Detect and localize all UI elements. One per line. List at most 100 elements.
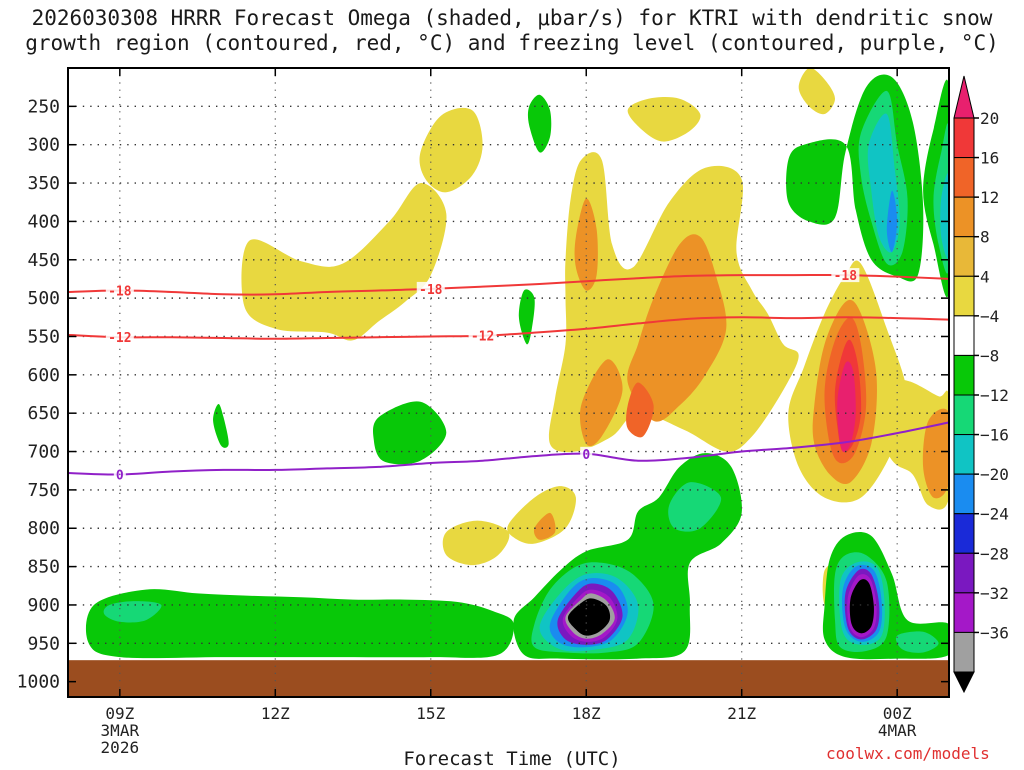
colorbar-label-2: 12 xyxy=(980,188,999,207)
colorbar-swatch-11 xyxy=(953,552,975,594)
y-tick-label-600: 600 xyxy=(27,365,60,386)
colorbar-swatch-3 xyxy=(953,236,975,277)
omega-region-neg14-37 xyxy=(940,173,949,259)
y-tick-label-350: 350 xyxy=(27,173,60,194)
colorbar-label-9: −20 xyxy=(980,465,1009,484)
omega-region-neg6-23 xyxy=(372,401,447,465)
colorbar-label-8: −16 xyxy=(980,426,1009,445)
omega-colorbar: 20 16 12 8 4 −4 −8 −12 −16 −20 −24 −28 −32 −36 xyxy=(953,75,1009,694)
y-tick-label-900: 900 xyxy=(27,595,60,616)
x-tick-label-18Z-0: 18Z xyxy=(572,704,601,723)
omega-region-neg10-33 xyxy=(668,482,722,532)
x-axis-title: Forecast Time (UTC) xyxy=(403,748,621,770)
omega-region-pos10-10 xyxy=(574,198,598,291)
contour-label-bg-1-0 xyxy=(105,330,134,345)
omega-region-neg18-40 xyxy=(886,190,898,253)
contour-label-bg-0-2 xyxy=(831,268,860,283)
omega-region-neg38-48 xyxy=(567,598,611,636)
colorbar-swatch-9 xyxy=(953,473,975,515)
colorbar-label-10: −24 xyxy=(980,505,1009,524)
omega-region-pos6-0 xyxy=(241,183,447,341)
omega-region-pos14-16 xyxy=(626,382,654,438)
colorbar-label-13: −36 xyxy=(980,623,1009,642)
omega-region-neg6-21 xyxy=(518,289,535,345)
chart-title-line-2: growth region (contoured, red, °C) and f… xyxy=(25,31,999,55)
y-tick-label-400: 400 xyxy=(27,211,60,232)
colorbar-swatch-1 xyxy=(953,157,975,198)
x-tick-label-00Z-1: 4MAR xyxy=(878,721,917,740)
y-tick-label-800: 800 xyxy=(27,518,60,539)
y-tick-label-500: 500 xyxy=(27,288,60,309)
colorbar-swatch-8 xyxy=(953,434,975,475)
x-tick-label-15Z-0: 15Z xyxy=(416,704,445,723)
y-tick-label-250: 250 xyxy=(27,96,60,117)
plot-frame xyxy=(67,67,950,698)
colorbar-swatch-2 xyxy=(953,196,975,238)
contour-label-bg-1-1 xyxy=(468,328,497,343)
x-tick-label-09Z-0: 09Z xyxy=(105,704,134,723)
omega-region-pos10-15 xyxy=(533,512,556,540)
contour-label-bg-0-0 xyxy=(105,283,134,298)
colorbar-label-1: 16 xyxy=(980,149,999,168)
omega-region-neg6-26 xyxy=(85,589,514,659)
colorbar-arrow-bottom xyxy=(953,671,975,694)
omega-region-neg38-49 xyxy=(849,579,874,634)
omega-shaded-regions xyxy=(85,68,949,660)
y-tick-label-550: 550 xyxy=(27,326,60,347)
y-tick-label-450: 450 xyxy=(27,250,60,271)
ground-surface xyxy=(68,660,949,697)
colorbar-label-5: −4 xyxy=(980,307,999,326)
colorbar-label-3: 8 xyxy=(980,228,990,247)
omega-region-pos6-8 xyxy=(507,486,576,544)
colorbar-swatch-12 xyxy=(953,592,975,633)
colorbar-label-7: −12 xyxy=(980,386,1009,405)
omega-region-pos10-12 xyxy=(579,359,623,447)
contour-label-bg-2-1 xyxy=(580,446,593,461)
contour-label-0-0: -18 xyxy=(108,284,132,299)
chart-title-line-1: 2026030308 HRRR Forecast Omega (shaded, … xyxy=(31,6,993,30)
x-tick-label-12Z-0: 12Z xyxy=(261,704,290,723)
colorbar-swatch-10 xyxy=(953,513,975,554)
omega-region-neg10-35 xyxy=(895,631,939,653)
x-tick-label-09Z-1: 3MAR xyxy=(101,721,140,740)
omega-region-pos22-19 xyxy=(837,361,856,453)
colorbar-swatch-4 xyxy=(953,275,975,317)
colorbar-label-12: −32 xyxy=(980,584,1009,603)
omega-region-pos6-1 xyxy=(419,107,483,193)
y-tick-label-850: 850 xyxy=(27,557,60,578)
colorbar-label-11: −28 xyxy=(980,544,1009,563)
colorbar-swatch-6 xyxy=(953,354,975,396)
contour-line-2 xyxy=(67,421,950,476)
colorbar-swatch-13 xyxy=(953,631,975,673)
omega-region-pos6-4 xyxy=(798,68,835,115)
omega-region-pos10-14 xyxy=(922,408,949,499)
contour-label-bg-2-0 xyxy=(113,467,126,482)
omega-region-pos6-3 xyxy=(627,97,701,142)
contour-label-1-0: -12 xyxy=(108,331,131,346)
contour-label-2-0: 0 xyxy=(116,469,124,484)
colorbar-swatch-5 xyxy=(953,315,975,356)
y-tick-label-950: 950 xyxy=(27,633,60,654)
colorbar-label-4: 4 xyxy=(980,267,990,286)
y-tick-label-300: 300 xyxy=(27,135,60,156)
y-tick-label-700: 700 xyxy=(27,442,60,463)
contour-label-0-2: -18 xyxy=(834,269,858,284)
colorbar-label-0: 20 xyxy=(980,109,999,128)
contour-line-0 xyxy=(67,274,950,296)
contour-label-1-1: -12 xyxy=(471,330,494,345)
x-tick-label-21Z-0: 21Z xyxy=(727,704,756,723)
omega-region-neg10-31 xyxy=(103,601,162,623)
y-tick-label-1000: 1000 xyxy=(17,672,60,693)
omega-region-pos6-7 xyxy=(442,520,510,566)
colorbar-arrow-top xyxy=(953,75,975,119)
credit-link[interactable]: coolwx.com/models xyxy=(826,744,990,763)
chart-axes: 250 300 350 400 450 500 550 600 650 700 750 800 850 9… xyxy=(17,68,949,757)
contour-label-bg-0-1 xyxy=(416,281,445,296)
omega-region-pos10-11 xyxy=(627,234,727,422)
x-tick-label-09Z-2: 2026 xyxy=(101,738,140,757)
contour-line-1 xyxy=(67,316,950,340)
temperature-contours: -18 -18 -18 -12 -12 0 0 xyxy=(67,268,950,484)
x-tick-label-00Z-0: 00Z xyxy=(883,704,912,723)
colorbar-label-6: −8 xyxy=(980,346,999,365)
